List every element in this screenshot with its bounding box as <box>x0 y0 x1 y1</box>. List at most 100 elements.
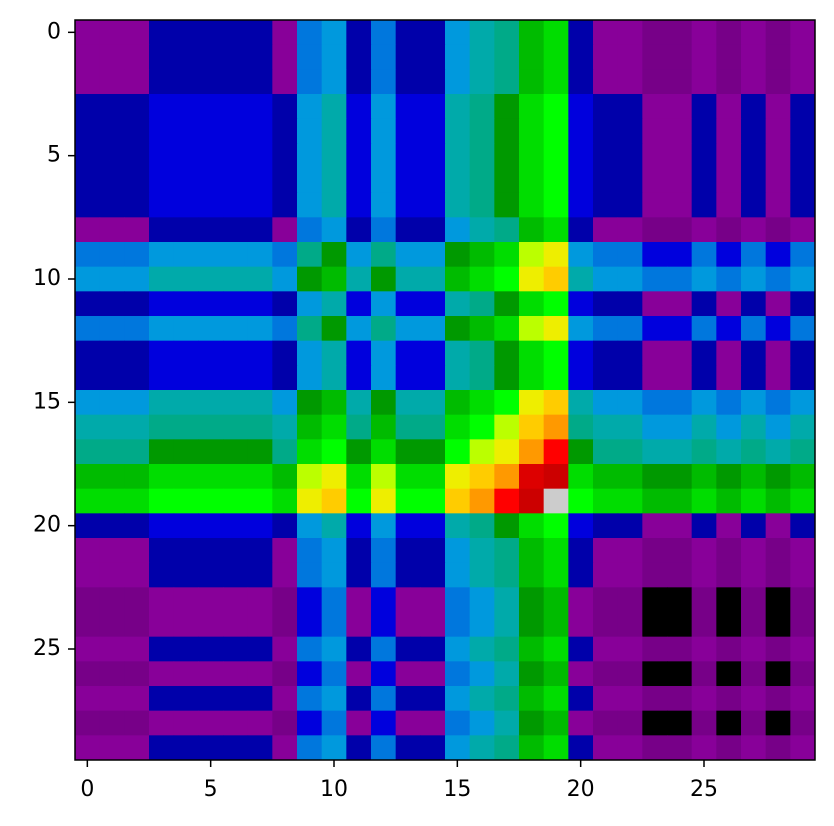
heatmap-cell <box>420 735 446 761</box>
heatmap-cell <box>716 636 742 662</box>
heatmap-cell <box>543 439 569 465</box>
heatmap-cell <box>568 340 594 366</box>
heatmap-cell <box>420 513 446 539</box>
heatmap-cell <box>198 365 224 391</box>
heatmap-cell <box>741 612 767 638</box>
heatmap-cell <box>173 587 199 613</box>
heatmap-cell <box>469 316 495 342</box>
heatmap-cell <box>716 365 742 391</box>
heatmap-cell <box>716 439 742 465</box>
heatmap-cell <box>223 710 249 736</box>
heatmap-cell <box>247 192 273 218</box>
heatmap-cell <box>469 118 495 144</box>
heatmap-cell <box>543 562 569 588</box>
heatmap-cell <box>124 44 150 70</box>
heatmap-cell <box>494 118 520 144</box>
heatmap-cell <box>617 562 643 588</box>
heatmap-cell <box>99 414 125 440</box>
heatmap-cell <box>395 735 421 761</box>
heatmap-cell <box>99 661 125 687</box>
heatmap-cell <box>568 587 594 613</box>
heatmap-cell <box>741 513 767 539</box>
heatmap-cell <box>519 316 545 342</box>
heatmap-cell <box>519 340 545 366</box>
heatmap-cell <box>198 217 224 243</box>
heatmap-cell <box>691 612 717 638</box>
heatmap-cell <box>790 266 816 292</box>
heatmap-cell <box>667 192 693 218</box>
heatmap-cell <box>395 464 421 490</box>
heatmap-cell <box>519 143 545 169</box>
heatmap-cell <box>124 143 150 169</box>
heatmap-cell <box>297 291 323 317</box>
heatmap-cell <box>543 513 569 539</box>
heatmap-cell <box>395 192 421 218</box>
heatmap-cell <box>247 710 273 736</box>
heatmap-cell <box>124 488 150 514</box>
heatmap-cell <box>223 316 249 342</box>
heatmap-cell <box>198 735 224 761</box>
heatmap-cell <box>617 439 643 465</box>
heatmap-cell <box>765 562 791 588</box>
heatmap-cell <box>790 488 816 514</box>
heatmap-cell <box>247 217 273 243</box>
heatmap-cell <box>593 390 619 416</box>
heatmap-cell <box>790 168 816 194</box>
heatmap-cell <box>543 661 569 687</box>
heatmap-cell <box>642 710 668 736</box>
x-tick-label: 5 <box>204 777 218 802</box>
heatmap-cell <box>420 686 446 712</box>
heatmap-cell <box>642 168 668 194</box>
heatmap-cell <box>568 562 594 588</box>
heatmap-cell <box>321 168 347 194</box>
heatmap-cell <box>445 390 471 416</box>
heatmap-cell <box>75 291 101 317</box>
heatmap-cell <box>99 538 125 564</box>
heatmap-cell <box>519 513 545 539</box>
heatmap-cell <box>469 365 495 391</box>
heatmap-cell <box>741 710 767 736</box>
heatmap-cell <box>593 365 619 391</box>
heatmap-cell <box>593 340 619 366</box>
heatmap-cell <box>346 242 372 268</box>
heatmap-cell <box>75 414 101 440</box>
heatmap-cell <box>346 710 372 736</box>
heatmap-cell <box>716 538 742 564</box>
heatmap-cell <box>124 636 150 662</box>
heatmap-cell <box>568 168 594 194</box>
heatmap-cell <box>297 390 323 416</box>
heatmap-cell <box>346 291 372 317</box>
heatmap-cell <box>297 266 323 292</box>
heatmap-cell <box>198 587 224 613</box>
heatmap-cell <box>149 365 175 391</box>
heatmap-cell <box>198 69 224 95</box>
heatmap-cell <box>691 291 717 317</box>
heatmap-cell <box>124 735 150 761</box>
heatmap-cell <box>494 636 520 662</box>
heatmap-cell <box>99 266 125 292</box>
heatmap-cell <box>765 464 791 490</box>
heatmap-cell <box>75 464 101 490</box>
heatmap-cell <box>790 464 816 490</box>
heatmap-cell <box>149 390 175 416</box>
heatmap-cell <box>741 340 767 366</box>
heatmap-cell <box>519 538 545 564</box>
heatmap-cell <box>519 242 545 268</box>
heatmap-cell <box>198 143 224 169</box>
heatmap-cell <box>716 661 742 687</box>
heatmap-cell <box>297 710 323 736</box>
heatmap-cell <box>765 20 791 46</box>
heatmap-cell <box>173 390 199 416</box>
heatmap-cell <box>124 340 150 366</box>
heatmap-cell <box>321 513 347 539</box>
heatmap-cell <box>519 464 545 490</box>
heatmap-cell <box>716 168 742 194</box>
heatmap-cell <box>75 488 101 514</box>
heatmap-cell <box>223 192 249 218</box>
heatmap-cell <box>519 612 545 638</box>
heatmap-cell <box>716 143 742 169</box>
heatmap-cell <box>765 168 791 194</box>
heatmap-cell <box>469 266 495 292</box>
heatmap-cell <box>790 291 816 317</box>
heatmap-cell <box>198 242 224 268</box>
